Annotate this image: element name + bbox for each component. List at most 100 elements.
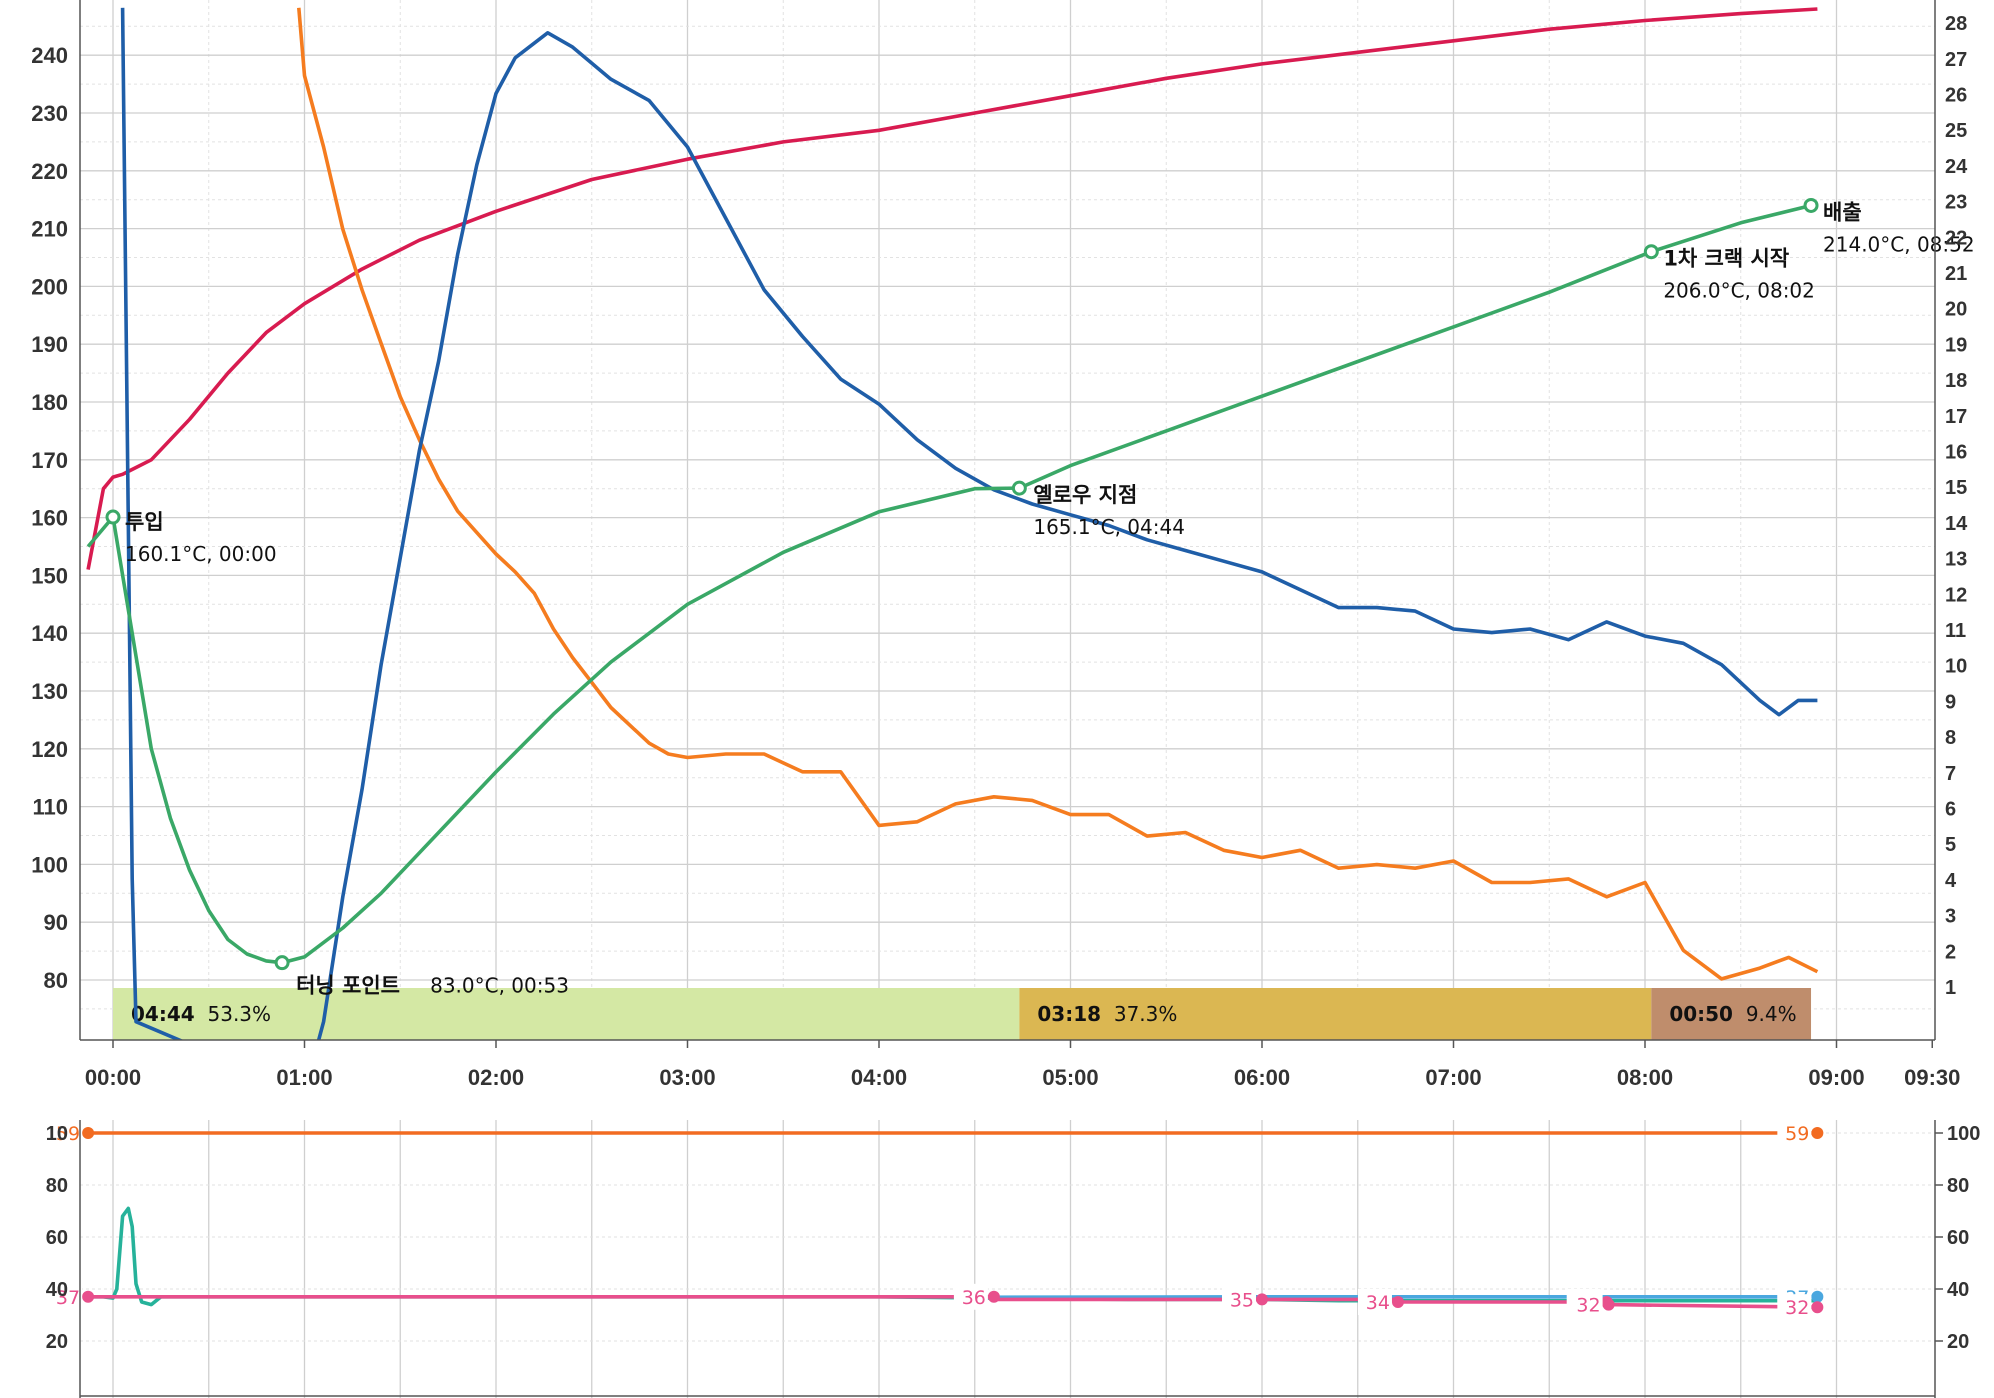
x-tick-label: 02:00 bbox=[468, 1065, 524, 1090]
main-chart-axes: 8090100110120130140150160170180190200210… bbox=[31, 0, 1968, 1090]
sub-y-tick-label: 60 bbox=[46, 1227, 68, 1249]
event-value-label: 214.0°C, 08:52 bbox=[1823, 232, 1975, 256]
y2-tick-label: 4 bbox=[1945, 870, 1957, 892]
y-tick-label: 140 bbox=[31, 621, 68, 646]
phase-bar: 04:44 53.3% 03:18 37.3% 00:50 9.4% bbox=[113, 988, 1812, 1040]
event-marker bbox=[1011, 480, 1027, 496]
x-tick-label: 01:00 bbox=[276, 1065, 332, 1090]
event-name-label: 1차 크랙 시작 bbox=[1663, 247, 1789, 271]
sub-point-marker bbox=[1602, 1298, 1615, 1311]
y2-tick-label: 19 bbox=[1945, 334, 1967, 356]
x-tick-label: 06:00 bbox=[1234, 1065, 1290, 1090]
x-tick-label: 05:00 bbox=[1042, 1065, 1098, 1090]
y2-tick-label: 28 bbox=[1945, 13, 1967, 35]
y-tick-label: 180 bbox=[31, 390, 68, 415]
sub-chart-series: 59593737363534333232 bbox=[48, 1120, 1824, 1321]
y2-tick-label: 12 bbox=[1945, 584, 1967, 606]
sub-y2-tick-label: 40 bbox=[1947, 1279, 1969, 1301]
sub-point-label-bg bbox=[48, 1120, 83, 1146]
event-markers: 투입 160.1°C, 00:00 터닝 포인트 83.0°C, 00:53 옐로우 지… bbox=[105, 197, 1975, 998]
y-tick-label: 80 bbox=[44, 968, 68, 993]
x-tick-label: 08:00 bbox=[1617, 1065, 1673, 1090]
event-value-label: 206.0°C, 08:02 bbox=[1663, 279, 1815, 303]
sub-point-marker bbox=[82, 1290, 95, 1303]
sub-point-marker bbox=[1256, 1293, 1268, 1306]
y-tick-label: 210 bbox=[31, 217, 68, 242]
sub-point-marker bbox=[1391, 1296, 1404, 1308]
sub-chart-axes: 10 80 60 40 20 100 80 60 40 20 bbox=[46, 1120, 1980, 1398]
sub-y-tick-label: 40 bbox=[46, 1279, 68, 1301]
y2-tick-label: 26 bbox=[1945, 85, 1967, 107]
sub-point-marker bbox=[82, 1127, 95, 1139]
y2-tick-label: 9 bbox=[1945, 691, 1956, 713]
sub-y2-tick-label: 60 bbox=[1947, 1227, 1969, 1249]
main-chart-gridlines bbox=[80, 0, 1935, 1040]
y2-tick-label: 7 bbox=[1945, 763, 1956, 785]
y2-tick-label: 10 bbox=[1945, 656, 1967, 678]
y-tick-label: 220 bbox=[31, 159, 68, 184]
event-value-label: 160.1°C, 00:00 bbox=[125, 542, 277, 566]
event-name-label: 옐로우 지점 bbox=[1033, 483, 1137, 507]
sub-point-label-bg bbox=[953, 1283, 988, 1310]
phase-segment-2 bbox=[1651, 988, 1812, 1040]
sub-point-marker bbox=[1811, 1301, 1824, 1314]
phase-percent-label: 53.3% bbox=[208, 1002, 272, 1026]
y-tick-label: 240 bbox=[31, 43, 68, 68]
phase-segment-1 bbox=[1019, 988, 1652, 1040]
sub-chart-gridlines bbox=[80, 1120, 1935, 1398]
sub-point-marker bbox=[1811, 1127, 1824, 1139]
y2-tick-label: 5 bbox=[1945, 834, 1956, 856]
y2-tick-label: 20 bbox=[1945, 299, 1967, 321]
series-line-3 bbox=[297, 7, 1819, 981]
x-tick-label: 07:00 bbox=[1425, 1065, 1481, 1090]
y2-tick-label: 8 bbox=[1945, 727, 1956, 749]
sub-y2-tick-label: 100 bbox=[1947, 1123, 1980, 1145]
event-name-label: 배출 bbox=[1823, 200, 1862, 224]
phase-percent-label: 9.4% bbox=[1746, 1002, 1797, 1026]
sub-point-label-bg bbox=[1568, 1291, 1603, 1318]
phase-segment-0 bbox=[113, 988, 1020, 1040]
x-tick-label: 09:00 bbox=[1808, 1065, 1864, 1090]
sub-point-label: 34 bbox=[1366, 1292, 1390, 1314]
phase-time-label: 00:50 bbox=[1669, 1002, 1733, 1026]
y2-tick-label: 2 bbox=[1945, 941, 1956, 963]
y-tick-label: 110 bbox=[33, 795, 69, 820]
sub-series-line-2 bbox=[974, 1295, 1818, 1300]
y-tick-label: 190 bbox=[31, 332, 68, 357]
sub-point-label: 32 bbox=[1576, 1295, 1600, 1317]
sub-point-label-bg bbox=[48, 1283, 83, 1310]
y-tick-label: 90 bbox=[44, 910, 68, 935]
y-tick-label: 130 bbox=[31, 679, 68, 704]
y2-tick-label: 6 bbox=[1945, 799, 1956, 821]
x-tick-label: 04:00 bbox=[851, 1065, 907, 1090]
sub-y-tick-label: 20 bbox=[46, 1331, 68, 1353]
x-tick-label: 00:00 bbox=[85, 1065, 141, 1090]
event-name-label: 터닝 포인트 bbox=[296, 974, 400, 998]
y-tick-label: 160 bbox=[31, 506, 68, 531]
y2-tick-label: 25 bbox=[1945, 120, 1967, 142]
sub-point-label-bg bbox=[1777, 1294, 1812, 1321]
y2-tick-label: 16 bbox=[1945, 442, 1967, 464]
event-value-label: 165.1°C, 04:44 bbox=[1033, 515, 1185, 539]
sub-point-label: 59 bbox=[56, 1123, 80, 1145]
sub-series-line-1 bbox=[88, 1206, 1818, 1307]
y2-tick-label: 15 bbox=[1945, 477, 1967, 499]
y2-tick-label: 11 bbox=[1945, 620, 1966, 642]
sub-point-label: 59 bbox=[1785, 1123, 1809, 1145]
y-tick-label: 120 bbox=[31, 737, 68, 762]
y2-tick-label: 18 bbox=[1945, 370, 1967, 392]
y-tick-label: 170 bbox=[31, 448, 68, 473]
series-line-1 bbox=[86, 7, 1818, 570]
sub-point-label-bg bbox=[1357, 1289, 1392, 1315]
x-tick-label: 09:30 bbox=[1904, 1065, 1960, 1090]
event-value-label: 83.0°C, 00:53 bbox=[430, 974, 569, 998]
sub-point-label: 36 bbox=[962, 1287, 986, 1309]
y2-tick-label: 13 bbox=[1945, 549, 1967, 571]
sub-y2-tick-label: 80 bbox=[1947, 1175, 1969, 1197]
sub-point-marker bbox=[987, 1290, 1000, 1303]
event-marker bbox=[1643, 244, 1659, 260]
sub-point-label: 35 bbox=[1230, 1289, 1254, 1311]
sub-y-tick-label: 10 bbox=[46, 1123, 68, 1145]
sub-point-label-bg bbox=[1777, 1120, 1812, 1146]
